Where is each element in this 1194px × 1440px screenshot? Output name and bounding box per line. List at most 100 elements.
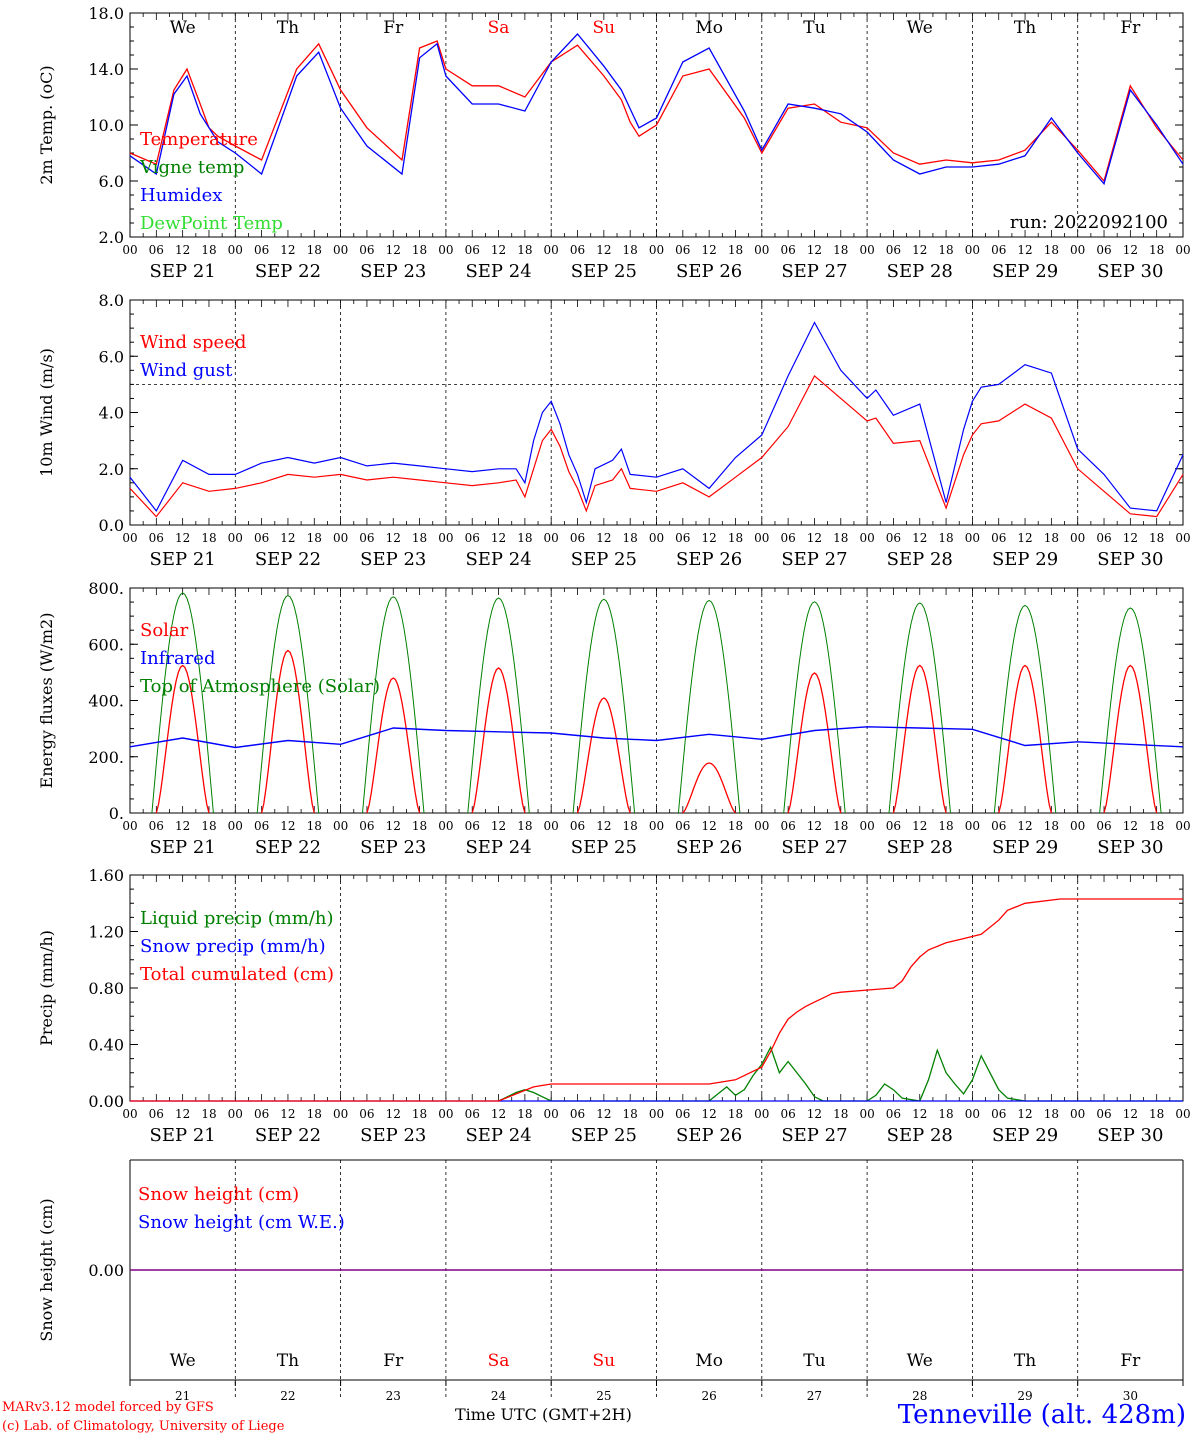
- hour-tick-label: 18: [623, 1107, 638, 1121]
- hour-tick-label: 18: [201, 531, 216, 545]
- date-label: SEP 29: [992, 549, 1058, 570]
- hour-tick-label: 12: [1123, 243, 1138, 257]
- hour-tick-label: 06: [1096, 243, 1111, 257]
- hour-tick-label: 18: [412, 819, 427, 833]
- panel-wind: 0.0 2.0 4.0 6.0 8.0 10m Wind (m/s) 00 06 12 18 00 0…: [37, 291, 1191, 570]
- legend-entry: Top of Atmosphere (Solar): [140, 676, 380, 697]
- y-tick-label: 1.20: [88, 923, 124, 942]
- hour-tick-label: 00: [1070, 531, 1085, 545]
- y-axis-title: Precip (mm/h): [37, 930, 56, 1046]
- hour-tick-label: 18: [833, 243, 848, 257]
- y-tick-label: 800.: [88, 579, 124, 598]
- day-number-label: 30: [1123, 1389, 1138, 1403]
- hour-tick-label: 18: [307, 819, 322, 833]
- hour-tick-label: 00: [859, 1107, 874, 1121]
- hour-tick-label: 18: [728, 819, 743, 833]
- date-label: SEP 26: [676, 261, 742, 282]
- hour-tick-label: 06: [465, 531, 480, 545]
- solar-day: [366, 677, 421, 814]
- hour-tick-label: 18: [728, 531, 743, 545]
- hour-tick-label: 06: [465, 243, 480, 257]
- hour-tick-label: 18: [201, 1107, 216, 1121]
- hour-tick-label: 06: [675, 1107, 690, 1121]
- date-label: SEP 29: [992, 261, 1058, 282]
- hour-tick-label: 12: [386, 243, 401, 257]
- station-name: Tenneville (alt. 428m): [897, 1400, 1186, 1430]
- hour-tick-label: 06: [1096, 1107, 1111, 1121]
- hour-tick-label: 00: [544, 819, 559, 833]
- hour-tick-label: 18: [412, 1107, 427, 1121]
- hour-tick-label: 06: [254, 1107, 269, 1121]
- solar-day: [1103, 664, 1158, 814]
- hour-tick-label: 18: [517, 243, 532, 257]
- hour-tick-label: 12: [702, 819, 717, 833]
- date-label: SEP 25: [571, 261, 637, 282]
- hour-tick-label: 18: [307, 531, 322, 545]
- toa-solar-day: [572, 598, 636, 814]
- legend-entry: Solar: [140, 620, 189, 641]
- hour-tick-label: 06: [886, 531, 901, 545]
- weekday-label: Th: [1014, 1351, 1036, 1371]
- day-number-label: 23: [386, 1389, 401, 1403]
- date-label: SEP 25: [571, 1125, 637, 1146]
- date-label: SEP 23: [360, 261, 426, 282]
- toa-solar-day: [993, 604, 1057, 814]
- x-axis-title: Time UTC (GMT+2H): [455, 1405, 632, 1424]
- series-humidex: [129, 33, 1184, 186]
- hour-tick-label: 12: [807, 531, 822, 545]
- date-label: SEP 23: [360, 1125, 426, 1146]
- weekday-label: Th: [277, 1351, 299, 1371]
- hour-tick-label: 00: [1175, 1107, 1190, 1121]
- hour-tick-label: 12: [280, 531, 295, 545]
- hour-tick-label: 12: [175, 1107, 190, 1121]
- hour-tick-label: 00: [754, 819, 769, 833]
- series-wind-speed: [129, 374, 1184, 518]
- hour-tick-label: 18: [833, 1107, 848, 1121]
- weekday-label: Th: [277, 18, 299, 38]
- weekday-label: Su: [593, 1351, 616, 1371]
- hour-tick-label: 18: [1044, 1107, 1059, 1121]
- hour-tick-label: 12: [1017, 1107, 1032, 1121]
- hour-tick-label: 06: [991, 531, 1006, 545]
- y-axis-title: 10m Wind (m/s): [37, 348, 56, 477]
- hour-tick-label: 06: [465, 819, 480, 833]
- hour-tick-label: 18: [201, 819, 216, 833]
- weekday-label: Th: [1014, 18, 1036, 38]
- series-liquid-precip-mm-h-: [498, 1045, 1183, 1102]
- y-axis-title: Energy fluxes (W/m2): [37, 613, 56, 789]
- weekday-label: We: [170, 18, 196, 38]
- weekday-label: Sa: [488, 18, 510, 38]
- weekday-label: We: [907, 1351, 933, 1371]
- date-label: SEP 29: [992, 837, 1058, 858]
- day-number-label: 29: [1017, 1389, 1032, 1403]
- legend-entry: Snow precip (mm/h): [140, 936, 326, 957]
- hour-tick-label: 06: [570, 1107, 585, 1121]
- weekday-label: Tu: [803, 1351, 825, 1371]
- hour-tick-label: 12: [1017, 531, 1032, 545]
- hour-tick-label: 00: [438, 243, 453, 257]
- run-label: run: 2022092100: [1010, 212, 1168, 233]
- hour-tick-label: 06: [570, 243, 585, 257]
- y-tick-label: 18.0: [88, 4, 124, 23]
- hour-tick-label: 18: [307, 1107, 322, 1121]
- hour-tick-label: 06: [886, 243, 901, 257]
- day-number-label: 22: [280, 1389, 295, 1403]
- weekday-label: We: [907, 18, 933, 38]
- hour-tick-label: 00: [1175, 531, 1190, 545]
- hour-tick-label: 06: [780, 243, 795, 257]
- hour-tick-label: 12: [596, 531, 611, 545]
- y-tick-label: 200.: [88, 748, 124, 767]
- hour-tick-label: 00: [544, 531, 559, 545]
- hour-tick-label: 06: [991, 819, 1006, 833]
- hour-tick-label: 18: [623, 531, 638, 545]
- hour-tick-label: 12: [491, 243, 506, 257]
- hour-tick-label: 18: [1149, 531, 1164, 545]
- hour-tick-label: 06: [1096, 819, 1111, 833]
- hour-tick-label: 00: [649, 531, 664, 545]
- hour-tick-label: 06: [359, 243, 374, 257]
- legend-entry: DewPoint Temp: [140, 213, 283, 234]
- plot-frame: [129, 587, 1184, 814]
- hour-tick-label: 18: [517, 819, 532, 833]
- hour-tick-label: 18: [1149, 243, 1164, 257]
- solar-day: [471, 667, 526, 814]
